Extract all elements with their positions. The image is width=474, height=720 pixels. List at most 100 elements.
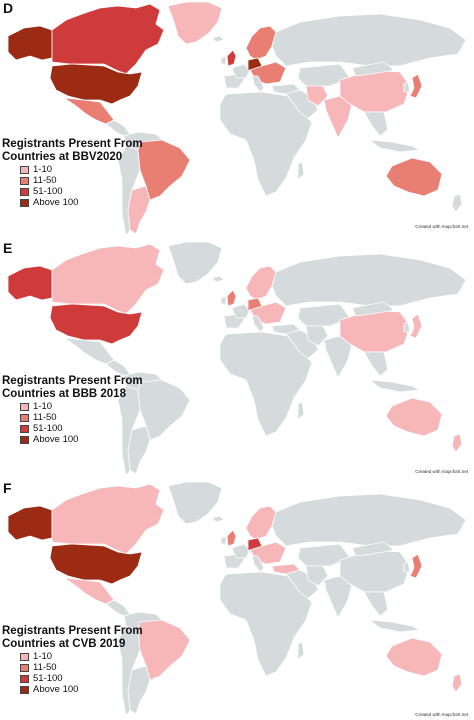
country-iceland — [211, 515, 225, 523]
country-mongolia — [351, 61, 395, 77]
country-united-kingdom — [226, 49, 237, 67]
country-new-zealand — [451, 673, 463, 693]
country-korea — [403, 81, 411, 93]
country-italy — [251, 555, 265, 573]
country-madagascar — [297, 161, 305, 181]
country-alaska — [7, 505, 53, 541]
legend-item: 51-100 — [20, 423, 143, 434]
map-credit: Created with mapchart.net — [415, 469, 468, 474]
country-korea — [403, 561, 411, 573]
legend-label: 51-100 — [33, 186, 63, 197]
panel-letter: D — [3, 0, 14, 16]
country-alaska — [7, 25, 53, 61]
country-brazil — [137, 139, 191, 201]
country-brazil — [137, 619, 191, 681]
map-panel-f: F Registrants Present From Countries at … — [0, 480, 474, 720]
legend-label: 1-10 — [33, 164, 53, 175]
country-central-asia — [297, 63, 351, 87]
panel-letter: F — [3, 480, 12, 496]
country-new-zealand — [451, 193, 463, 213]
country-united-kingdom — [226, 529, 237, 547]
country-russia — [271, 13, 467, 67]
country-southeast-asia — [363, 591, 389, 617]
country-indonesia — [368, 139, 422, 153]
country-greenland — [167, 241, 223, 285]
country-united-states — [49, 303, 143, 345]
legend-label: Above 100 — [33, 684, 79, 695]
country-france — [231, 63, 251, 79]
legend-item: Above 100 — [20, 434, 143, 445]
country-iceland — [211, 35, 225, 43]
country-central-asia — [297, 303, 351, 327]
legend-label: 11-50 — [33, 175, 57, 186]
country-japan — [409, 73, 423, 99]
country-mongolia — [351, 541, 395, 557]
map-panel-d: D Registrants Present From Countries at … — [0, 0, 474, 240]
legend-item: 1-10 — [20, 401, 143, 412]
country-greenland — [167, 1, 223, 45]
country-australia — [385, 637, 443, 677]
country-ireland — [220, 295, 227, 305]
legend-label: 11-50 — [33, 662, 57, 673]
legend-swatch — [20, 413, 29, 422]
country-korea — [403, 321, 411, 333]
country-japan — [409, 313, 423, 339]
country-madagascar — [297, 401, 305, 421]
country-central-asia — [297, 543, 351, 567]
world-map-e — [0, 240, 474, 480]
country-southeast-asia — [363, 351, 389, 377]
legend-swatch — [20, 435, 29, 444]
legend-item: Above 100 — [20, 197, 143, 208]
legend-title-line2: Countries at BBB 2018 — [2, 388, 126, 400]
country-indonesia — [368, 619, 422, 633]
country-ireland — [220, 55, 227, 65]
world-map-f — [0, 480, 474, 720]
country-brazil — [137, 379, 191, 441]
country-africa — [219, 571, 313, 677]
legend-swatch — [20, 685, 29, 694]
legend-label: 1-10 — [33, 651, 53, 662]
country-argentina — [127, 665, 151, 715]
country-france — [231, 543, 251, 559]
legend-label: 11-50 — [33, 412, 57, 423]
legend-label: Above 100 — [33, 197, 79, 208]
legend-title-line1: Registrants Present From — [2, 375, 143, 387]
country-japan — [409, 553, 423, 579]
legend-swatch — [20, 176, 29, 185]
country-madagascar — [297, 641, 305, 661]
map-panel-e: E Registrants Present From Countries at … — [0, 240, 474, 480]
legend: Registrants Present From Countries at BB… — [2, 138, 143, 208]
legend-title-line1: Registrants Present From — [2, 625, 143, 637]
country-france — [231, 303, 251, 319]
country-united-kingdom — [226, 289, 237, 307]
legend-swatch — [20, 198, 29, 207]
country-argentina — [127, 185, 151, 235]
country-greenland — [167, 481, 223, 525]
country-italy — [251, 315, 265, 333]
country-africa — [219, 91, 313, 197]
world-map-d — [0, 0, 474, 240]
legend-swatch — [20, 424, 29, 433]
legend-item: 11-50 — [20, 662, 143, 673]
legend-item: 1-10 — [20, 164, 143, 175]
legend-swatch — [20, 652, 29, 661]
map-credit: Created with mapchart.net — [415, 224, 468, 229]
country-southeast-asia — [363, 111, 389, 137]
panel-letter: E — [3, 240, 13, 256]
legend-label: 51-100 — [33, 673, 63, 684]
legend-title-line2: Countries at BBV2020 — [2, 151, 123, 163]
country-united-states — [49, 543, 143, 585]
legend-title-line1: Registrants Present From — [2, 138, 143, 150]
legend-item: 1-10 — [20, 651, 143, 662]
country-argentina — [127, 425, 151, 475]
country-united-states — [49, 63, 143, 105]
country-alaska — [7, 265, 53, 301]
country-russia — [271, 253, 467, 307]
legend-swatch — [20, 663, 29, 672]
country-mongolia — [351, 301, 395, 317]
country-indonesia — [368, 379, 422, 393]
legend-label: 1-10 — [33, 401, 53, 412]
country-russia — [271, 493, 467, 547]
country-ireland — [220, 535, 227, 545]
